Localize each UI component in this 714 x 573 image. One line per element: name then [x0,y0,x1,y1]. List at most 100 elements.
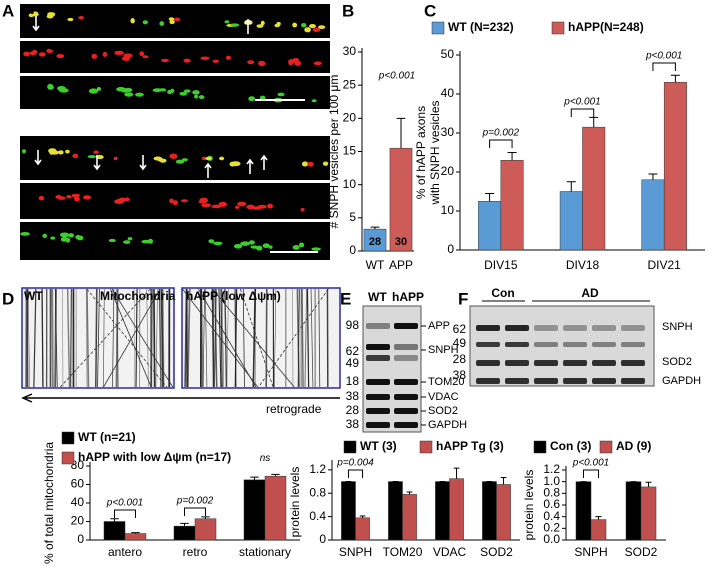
band [394,344,418,350]
puncta [268,245,273,249]
band [366,344,390,350]
significance-bracket [583,469,599,478]
band [534,360,558,366]
y-axis-label: # SNPH vesicles per 100 μm [327,75,341,229]
lane-label: hAPP [392,290,424,304]
puncta [277,92,285,97]
puncta [108,238,116,243]
puncta [169,198,174,204]
bar [482,481,497,541]
track [184,288,188,388]
y-tick-label: 0 [319,532,326,546]
arrow [139,155,147,171]
track [146,288,149,388]
protein-label: APP [428,320,450,332]
band [394,355,418,361]
significance-bracket [652,62,676,71]
band [563,325,587,331]
legend-label: Con (3) [550,439,591,453]
p-value: p<0.001 [378,71,415,82]
puncta [212,59,220,63]
puncta [170,88,175,93]
puncta [235,205,240,209]
puncta [60,236,68,242]
puncta [318,25,326,30]
x-tick-label: DIV18 [566,258,600,272]
band [366,408,390,414]
y-tick-label: 15 [343,144,357,158]
puncta [102,51,108,57]
error-bar [595,516,602,520]
p-value: p=0.002 [482,128,520,139]
band [505,342,529,347]
error-bar [131,532,140,534]
puncta [93,150,99,154]
legend-swatch [419,440,433,454]
puncta [224,20,230,24]
error-bar [566,181,576,192]
error-bar [507,152,517,161]
puncta [256,24,264,28]
error-bar [648,173,658,180]
track [242,288,245,388]
micrograph [20,76,330,109]
puncta [233,243,243,249]
puncta [67,17,74,22]
puncta [229,161,236,167]
band [592,342,616,347]
mw-label: 28 [453,352,467,366]
legend-swatch [533,440,547,454]
track [234,288,237,388]
mw-label: 49 [453,336,467,350]
puncta [58,150,64,155]
puncta [172,200,178,206]
track [158,288,162,388]
track [221,288,225,388]
micrograph [20,222,330,260]
track [252,288,257,388]
bar [496,484,511,541]
error-bar [110,518,119,522]
stain-label: SNPH [174,135,207,149]
genotype-label: hAPP [24,135,56,149]
bar [640,486,657,541]
puncta [247,60,255,65]
puncta [200,56,210,60]
arrow [204,162,212,178]
significance-bracket [570,108,595,117]
bar [194,518,217,541]
x-tick-label: stationary [239,545,291,559]
track [265,288,268,388]
puncta [311,247,321,251]
track [69,288,73,388]
puncta [259,95,266,101]
puncta [88,88,99,94]
arrow [93,155,101,171]
error-bar [645,481,652,487]
puncta [91,53,98,59]
y-tick-label: 0.0 [543,532,560,546]
mw-label: 38 [453,368,467,382]
puncta [122,240,131,244]
bar [590,519,607,541]
band [592,378,616,384]
puncta [74,196,80,202]
x-tick-label: SNPH [339,545,372,559]
bar [435,481,450,541]
puncta [96,155,104,160]
puncta [56,53,65,59]
puncta [198,95,205,100]
protein-label: SOD2 [662,356,692,368]
p-value: p=0.002 [176,496,214,507]
blot [469,305,655,387]
y-tick-label: 30 [343,44,357,58]
puncta [76,235,84,241]
puncta [292,22,298,28]
legend-label: AD (9) [616,439,651,453]
track [198,288,257,388]
puncta [46,49,54,54]
x-tick-label: TOM20 [383,545,423,559]
p-value: p=0.004 [336,458,374,469]
legend-swatch [343,440,357,454]
band [534,325,558,331]
